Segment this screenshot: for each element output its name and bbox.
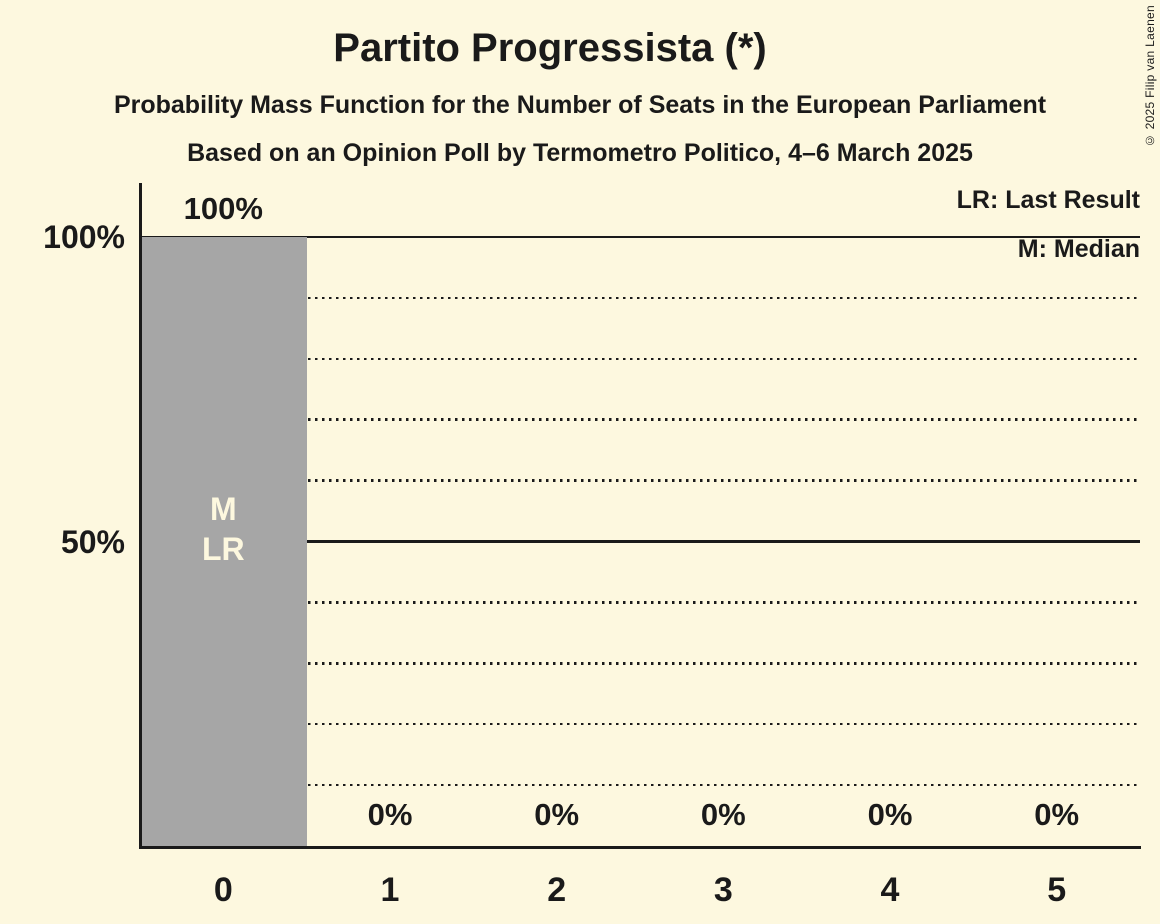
bar-value-label: 0% bbox=[1034, 797, 1080, 832]
median-marker: M bbox=[210, 491, 237, 528]
bar-seats-0 bbox=[141, 237, 307, 847]
chart-title: Partito Progressista (*) bbox=[333, 26, 767, 70]
last-result-marker: LR bbox=[202, 531, 245, 568]
x-axis-line bbox=[139, 846, 1141, 849]
bar-value-label: 0% bbox=[867, 797, 913, 832]
gridline-70pct bbox=[140, 418, 1140, 421]
y-tick-label-100: 100% bbox=[43, 219, 125, 255]
gridline-10pct bbox=[140, 783, 1140, 787]
gridline-90pct bbox=[140, 296, 1140, 300]
x-tick-label-2: 2 bbox=[547, 871, 567, 909]
gridline-50pct bbox=[140, 540, 1140, 543]
gridline-40pct bbox=[140, 601, 1140, 604]
legend: LR: Last Result M: Median bbox=[957, 183, 1140, 266]
y-axis-line bbox=[139, 183, 142, 848]
gridline-80pct bbox=[140, 357, 1140, 361]
gridline-100pct bbox=[140, 235, 1140, 239]
bar-value-label: 0% bbox=[534, 797, 580, 832]
bar-value-label: 0% bbox=[367, 797, 413, 832]
y-tick-label-50: 50% bbox=[60, 523, 125, 560]
bar-value-label: 0% bbox=[700, 797, 746, 832]
x-tick-label-0: 0 bbox=[213, 871, 233, 909]
x-tick-label-5: 5 bbox=[1047, 871, 1067, 909]
median-last-result-marker: M LR bbox=[140, 489, 307, 569]
gridline-30pct bbox=[140, 662, 1140, 665]
bar-value-label: 100% bbox=[183, 191, 263, 226]
x-tick-label-4: 4 bbox=[880, 871, 900, 909]
chart-subtitle: Probability Mass Function for the Number… bbox=[113, 91, 1047, 119]
legend-item-median: M: Median bbox=[1017, 235, 1140, 263]
legend-item-last-result: LR: Last Result bbox=[956, 186, 1140, 214]
gridline-60pct bbox=[140, 479, 1140, 482]
x-tick-label-1: 1 bbox=[380, 871, 400, 909]
gridline-20pct bbox=[140, 722, 1140, 726]
x-tick-label-3: 3 bbox=[713, 871, 733, 909]
chart-source-line: Based on an Opinion Poll by Termometro P… bbox=[187, 139, 973, 167]
